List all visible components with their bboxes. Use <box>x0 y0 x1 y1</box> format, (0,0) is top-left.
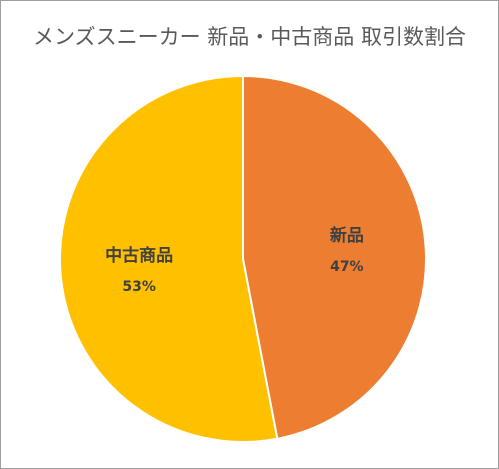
slice-value-label-2: 53% <box>122 279 156 295</box>
pie-slice-2 <box>59 74 279 443</box>
slice-label-1: 新品 <box>330 225 364 246</box>
chart-title: メンズスニーカー 新品・中古商品 取引数割合 <box>33 25 466 49</box>
slice-value-label-1: 47% <box>330 259 364 275</box>
slice-label-2: 中古商品 <box>105 245 173 266</box>
pie-slice-1 <box>242 74 427 440</box>
